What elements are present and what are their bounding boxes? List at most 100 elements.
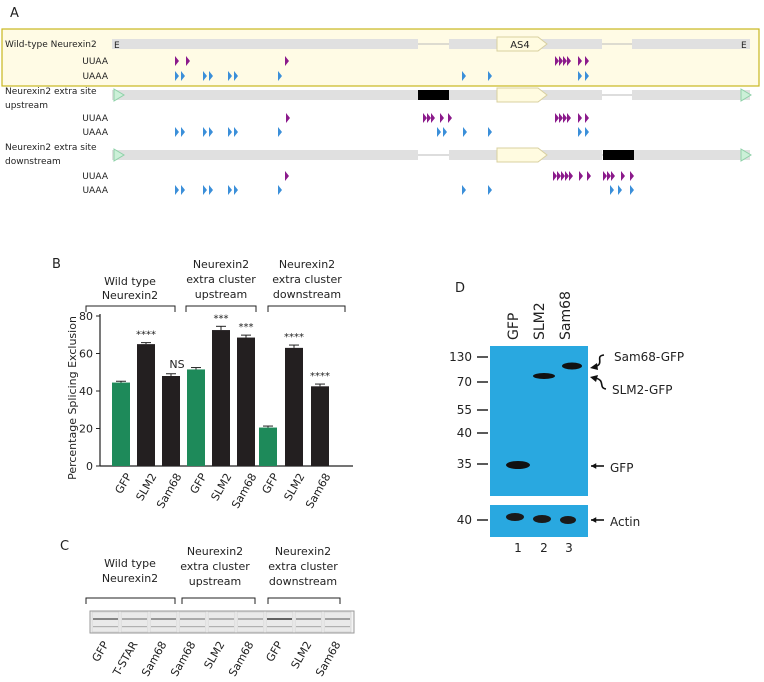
gel-lane-label: Sam68 <box>226 639 256 679</box>
exon-left-arrow <box>113 148 125 162</box>
mw-marker-label: 130 <box>449 350 472 364</box>
gel-group-header-line: Neurexin2 <box>102 572 158 585</box>
exon-right-label: E <box>741 41 747 51</box>
significance-label: **** <box>136 330 156 341</box>
y-tick-label: 80 <box>79 310 93 323</box>
gfp-band <box>506 461 530 469</box>
group-header-line: Neurexin2 <box>279 258 335 271</box>
as4-exon <box>496 147 548 163</box>
x-tick-label: Sam68 <box>303 471 333 511</box>
panel-c-group-headers: Wild type Neurexin2 Neurexin2 extra cluster… <box>85 545 341 604</box>
uuaa-motif-marker <box>553 171 557 181</box>
uaaa-motif-marker <box>278 127 282 137</box>
uaaa-motif-marker <box>209 185 213 195</box>
group-header-line: extra cluster <box>186 273 256 286</box>
blot-lane-label: GFP <box>506 313 522 340</box>
blot-main <box>490 346 588 496</box>
uuaa-motif-marker <box>565 171 569 181</box>
uuaa-motif-marker <box>567 113 571 123</box>
exon-region <box>112 90 418 100</box>
uaaa-motif-marker <box>278 71 282 81</box>
gel-group-header-line: upstream <box>189 575 242 588</box>
inserted-cluster-box <box>603 150 634 160</box>
group-bracket <box>85 305 176 312</box>
uuaa-motif-marker <box>611 171 615 181</box>
gel-band <box>238 618 263 620</box>
uaaa-motif-marker <box>437 127 441 137</box>
bar <box>112 382 130 466</box>
uaaa-motif-marker <box>443 127 447 137</box>
bar <box>187 369 205 466</box>
uuaa-motif-marker <box>423 113 427 123</box>
gel-group-header-line: Neurexin2 <box>275 545 331 558</box>
uuaa-motif-marker <box>569 171 573 181</box>
gel-lane-label: GFP <box>264 639 286 664</box>
mw-marker-label: 55 <box>457 403 472 417</box>
exon-region <box>112 39 418 49</box>
group-bracket <box>185 305 257 312</box>
exon-right-arrow <box>740 88 752 102</box>
gel-lane <box>236 611 265 633</box>
gel-strip <box>89 610 355 634</box>
mw-marker-label: 35 <box>457 457 472 471</box>
as4-exon <box>496 87 548 103</box>
gel-lane-label: Sam68 <box>139 639 169 679</box>
uuaa-motif-marker <box>559 113 563 123</box>
uaaa-motif-marker <box>610 185 614 195</box>
motif-label-uaaa: UAAA <box>82 72 108 82</box>
x-tick-label: SLM2 <box>281 471 307 503</box>
sam68-gfp-arrow-head <box>590 363 598 370</box>
x-tick-label: GFP <box>260 471 282 496</box>
uaaa-motif-marker <box>488 127 492 137</box>
blot-lane-label: SLM2 <box>532 302 548 340</box>
inserted-cluster-box <box>418 90 449 100</box>
actin-arrow-head <box>591 517 597 523</box>
exon-right-arrow <box>740 148 752 162</box>
gel-band <box>93 618 118 620</box>
exon-region <box>632 90 750 100</box>
uuaa-motif-marker <box>578 113 582 123</box>
panel-b-letter: B <box>52 257 61 272</box>
uuaa-motif-marker <box>555 113 559 123</box>
uaaa-motif-marker <box>175 185 179 195</box>
uuaa-motif-marker <box>579 171 583 181</box>
y-axis-label: Percentage Splicing Exclusion <box>66 316 79 480</box>
bar <box>137 344 155 466</box>
uaaa-motif-marker <box>203 71 207 81</box>
uuaa-motif-marker <box>561 171 565 181</box>
actin-mw-label: 40 <box>457 513 472 527</box>
gel-band <box>209 618 234 620</box>
x-tick-label: SLM2 <box>208 471 234 503</box>
panel-a-letter: A <box>10 6 19 21</box>
x-tick-label: GFP <box>188 471 210 496</box>
gel-band <box>267 618 292 620</box>
motif-label-uuaa: UUAA <box>82 57 109 67</box>
uuaa-motif-marker <box>607 171 611 181</box>
y-tick-label: 0 <box>86 460 93 473</box>
band-label-gfp: GFP <box>610 461 633 475</box>
bar <box>237 337 255 466</box>
gel-band <box>238 626 263 628</box>
gel-band <box>122 626 147 628</box>
gel-group-header-line: downstream <box>269 575 337 588</box>
slm2-gfp-arrow-head <box>590 375 598 382</box>
gel-lane-label: SLM2 <box>201 639 227 671</box>
gel-lane-label: Sam68 <box>313 639 343 679</box>
uaaa-motif-marker <box>462 185 466 195</box>
band-label-slm2-gfp: SLM2-GFP <box>612 383 673 397</box>
construct-name: upstream <box>5 101 48 111</box>
uuaa-motif-marker <box>585 113 589 123</box>
bar <box>259 427 277 466</box>
uaaa-motif-marker <box>630 185 634 195</box>
gel-band <box>151 618 176 620</box>
western-blot: GFP SLM2 Sam68 130 70 55 40 35 40 Sam68-GFP SLM2-G… <box>449 291 684 555</box>
uuaa-motif-marker <box>603 171 607 181</box>
uaaa-motif-marker <box>203 127 207 137</box>
actin-band <box>506 513 524 521</box>
sam68-gfp-band <box>562 362 582 370</box>
uaaa-motif-marker <box>462 71 466 81</box>
uaaa-motif-marker <box>203 185 207 195</box>
gel-group-bracket <box>267 597 341 604</box>
